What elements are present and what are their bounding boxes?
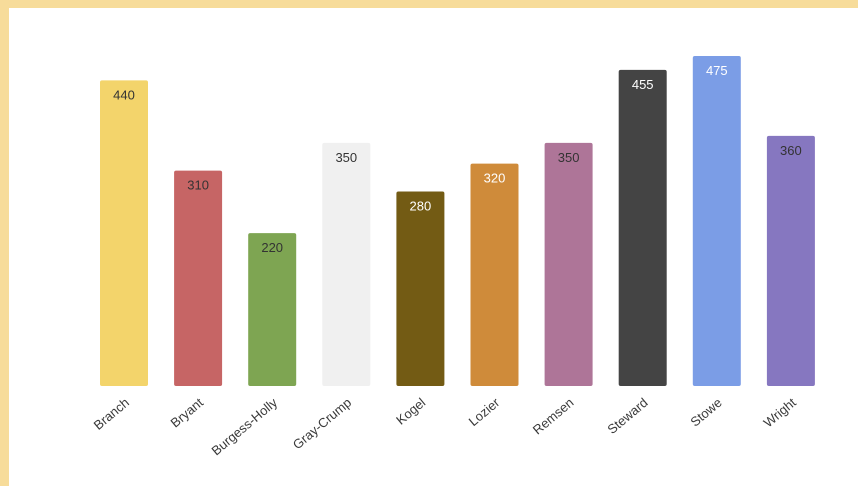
bar-kogel xyxy=(396,191,445,386)
x-tick-label-burgess-holly: Burgess-Holly xyxy=(208,394,280,458)
bar-burgess-holly xyxy=(248,233,297,386)
x-tick-label-kogel: Kogel xyxy=(393,395,428,428)
x-tick-label-stowe: Stowe xyxy=(687,395,724,430)
bar-steward xyxy=(618,69,667,386)
value-label-kogel: 280 xyxy=(410,198,432,213)
x-tick-label-remsen: Remsen xyxy=(530,395,577,438)
bar-lozier xyxy=(470,163,519,386)
value-label-lozier: 320 xyxy=(484,171,506,186)
bar-gray-crump xyxy=(322,142,371,386)
bar-wright xyxy=(766,135,815,386)
value-label-wright: 360 xyxy=(780,143,802,158)
value-label-gray-crump: 350 xyxy=(335,150,357,165)
x-tick-label-branch: Branch xyxy=(91,395,132,433)
x-tick-label-wright: Wright xyxy=(761,395,800,431)
bar-branch xyxy=(100,80,148,386)
value-label-burgess-holly: 220 xyxy=(261,240,283,255)
value-label-steward: 455 xyxy=(632,77,654,92)
bar-bryant xyxy=(174,170,223,386)
value-label-stowe: 475 xyxy=(706,63,728,78)
x-tick-label-gray-crump: Gray-Crump xyxy=(290,395,354,452)
bar-remsen xyxy=(544,142,593,386)
value-label-remsen: 350 xyxy=(558,150,580,165)
x-tick-label-lozier: Lozier xyxy=(466,394,503,429)
value-label-bryant: 310 xyxy=(187,178,209,193)
bar-stowe xyxy=(692,56,741,386)
x-tick-label-bryant: Bryant xyxy=(168,395,207,431)
x-tick-label-steward: Steward xyxy=(604,395,650,437)
value-label-branch: 440 xyxy=(113,87,135,102)
